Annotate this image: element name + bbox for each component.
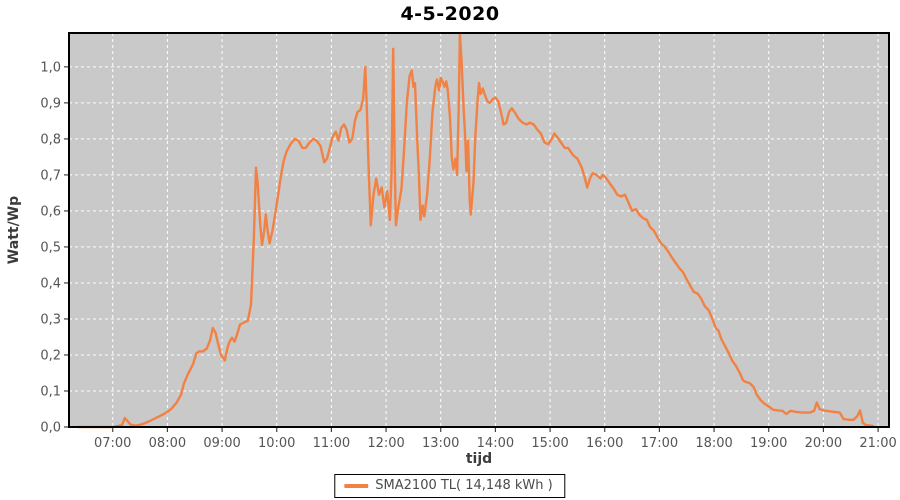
tick-label-y: 0,4 [40,276,61,291]
tick-label-y: 0,2 [40,348,61,363]
tick-label-y: 0,0 [40,421,61,436]
tick-label-y: 0,9 [40,96,61,111]
tick-label-y: 0,5 [40,240,61,255]
tick-label-x: 19:00 [750,436,787,451]
plot-area: 0,0 0,1 0,2 0,3 0,4 0,5 0,6 0,7 0,8 0,9 1,0 07:00 08… [40,32,897,451]
tick-label-y: 0,8 [40,132,61,147]
tick-label-x: 12:00 [367,436,404,451]
tick-label-x: 21:00 [859,436,896,451]
tick-label-y: 0,7 [40,168,61,183]
tick-label-x: 16:00 [586,436,623,451]
x-axis-label: tijd [465,451,493,467]
legend-line-swatch [344,483,369,488]
tick-label-y: 1,0 [40,60,61,75]
legend-box: SMA2100 TL( 14,148 kWh ) [334,474,566,498]
tick-label-x: 07:00 [94,436,131,451]
tick-label-x: 15:00 [531,436,568,451]
y-axis-label: Watt/Wp [6,195,22,265]
tick-label-y: 0,1 [40,384,61,399]
tick-label-x: 14:00 [477,436,514,451]
series-line [77,33,874,429]
chart-title: 4-5-2020 [400,3,500,25]
tick-label-x: 13:00 [422,436,459,451]
tick-label-x: 11:00 [313,436,350,451]
tick-label-y: 0,6 [40,204,61,219]
tick-label-x: 17:00 [641,436,678,451]
tick-label-x: 18:00 [695,436,732,451]
plot-background [69,33,889,427]
tick-label-x: 09:00 [203,436,240,451]
legend-label: SMA2100 TL( 14,148 kWh ) [375,478,553,493]
tick-label-x: 20:00 [805,436,842,451]
tick-label-x: 10:00 [258,436,295,451]
tick-label-y: 0,3 [40,312,61,327]
plot-border [68,32,890,428]
tick-label-x: 08:00 [149,436,186,451]
